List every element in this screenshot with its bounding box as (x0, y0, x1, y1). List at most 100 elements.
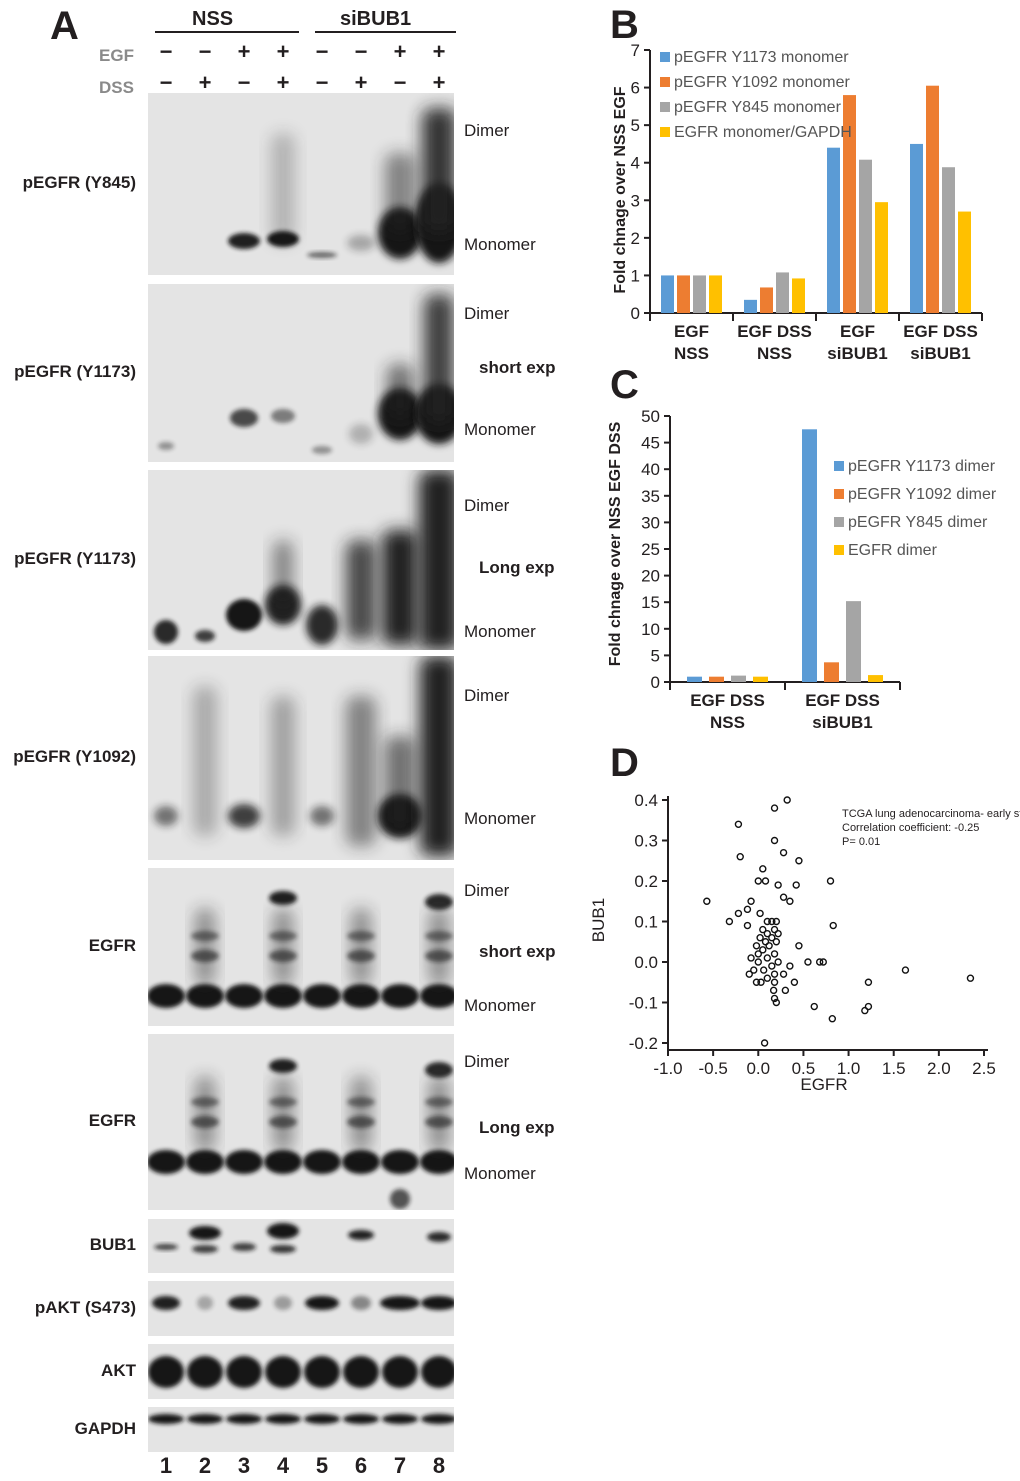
scatter-point (815, 958, 824, 966)
blot-band (425, 1116, 453, 1128)
monomer-label: Monomer (464, 809, 536, 828)
blot-band (425, 894, 453, 910)
treatment-sign: + (393, 39, 407, 64)
exposure-label: Long exp (479, 558, 555, 577)
y-tick-label: 2 (631, 229, 640, 248)
scatter-point (769, 986, 778, 995)
blot-band (347, 1116, 375, 1128)
legend-label: pEGFR Y1092 dimer (848, 486, 997, 503)
condition-label-dss: DSS (99, 78, 134, 97)
blot-band (343, 1356, 379, 1388)
monomer-label: Monomer (464, 622, 536, 641)
bar (753, 676, 768, 682)
y-tick-label: 40 (641, 460, 660, 479)
category-label: EGF (674, 322, 709, 341)
treatment-sign: − (159, 39, 173, 64)
blot-band (303, 984, 341, 1008)
blot-band (420, 984, 454, 1008)
legend-label: EGFR dimer (848, 542, 938, 559)
scatter-point (779, 893, 788, 901)
blot-band (265, 1414, 301, 1424)
monomer-label: Monomer (464, 1164, 536, 1183)
y-tick-label: 0.2 (634, 872, 658, 891)
lane-number: 1 (159, 1453, 173, 1478)
blot-band (192, 1245, 218, 1253)
blot-band (427, 1232, 451, 1242)
blot-band (228, 233, 260, 249)
chart-d-ylabel: BUB1 (589, 898, 608, 942)
scatter-point (792, 881, 800, 889)
scatter-point (765, 942, 773, 950)
scatter-point (754, 958, 762, 966)
scatter-point (819, 958, 827, 966)
y-tick-label: 30 (641, 513, 660, 532)
annotation-text: TCGA lung adenocarcinoma- early stage (842, 808, 1020, 820)
blot-band (274, 1296, 292, 1310)
x-tick-label: -0.5 (698, 1059, 727, 1078)
legend-swatch (660, 77, 670, 87)
dimer-label: Dimer (464, 881, 510, 900)
blot-band (228, 1296, 260, 1310)
dimer-label: Dimer (464, 121, 510, 140)
blot-band (228, 804, 260, 828)
scatter-point (768, 933, 776, 942)
blot-band (191, 1097, 219, 1107)
legend-label: EGFR monomer/GAPDH (674, 124, 852, 141)
blot-band (381, 1150, 419, 1174)
legend-swatch (834, 545, 844, 555)
blot-band (264, 984, 302, 1008)
scatter-point (781, 986, 790, 995)
monomer-label: Monomer (464, 235, 536, 254)
group-underline-sibub1 (315, 31, 456, 33)
panel-a-letter: A (50, 4, 79, 48)
legend-swatch (660, 102, 670, 112)
treatment-sign: − (198, 39, 212, 64)
bar (802, 429, 817, 682)
blot-smear (273, 540, 293, 610)
scatter-point (772, 998, 781, 1007)
blot-band (191, 950, 219, 962)
blot-band (191, 931, 219, 941)
scatter-point (779, 970, 788, 978)
scatter-point (774, 929, 782, 938)
blot-band (267, 1223, 299, 1239)
blot-smear (351, 1076, 371, 1152)
y-tick-label: 0.4 (634, 791, 658, 810)
y-tick-label: 6 (631, 79, 640, 98)
lane-number: 6 (354, 1453, 368, 1478)
bar (859, 159, 872, 313)
blot-band (305, 1296, 339, 1310)
scatter-point (774, 958, 782, 966)
scatter-point (774, 881, 782, 889)
blot-band (269, 1097, 297, 1107)
blot-band (304, 1414, 340, 1424)
y-tick-label: 10 (641, 620, 660, 639)
blot-label: pEGFR (Y1173) (14, 549, 136, 568)
blot-band (347, 235, 375, 251)
scatter-point (754, 950, 762, 958)
legend-label: pEGFR Y1173 dimer (848, 458, 996, 475)
scatter-point (756, 909, 764, 918)
chart-d: D BUB1 EGFR -0.2 -0.1 0.0 0.1 0.2 0.3 0.4 -1.0-… (589, 741, 1020, 1094)
group-underline-nss (155, 31, 299, 33)
scatter-point (786, 897, 794, 905)
lane-number: 3 (237, 1453, 251, 1478)
y-tick-label: 25 (641, 540, 660, 559)
exposure-label: short exp (479, 358, 556, 377)
blot-label: pEGFR (Y845) (22, 173, 136, 192)
exposure-label: short exp (479, 942, 556, 961)
blot-label: AKT (101, 1360, 136, 1380)
blot-band (306, 605, 338, 645)
blot-band (230, 409, 258, 427)
blot-band (148, 1356, 184, 1388)
category-label: NSS (674, 344, 709, 363)
bar (846, 601, 861, 682)
treatment-sign: + (198, 70, 212, 95)
blot-smear (429, 1076, 449, 1152)
blot-band (421, 1296, 454, 1310)
scatter-point (770, 978, 779, 986)
blot-band (390, 1189, 410, 1209)
scatter-point (804, 958, 812, 966)
blot-label: BUB1 (89, 1235, 136, 1254)
blot-band (269, 891, 297, 905)
